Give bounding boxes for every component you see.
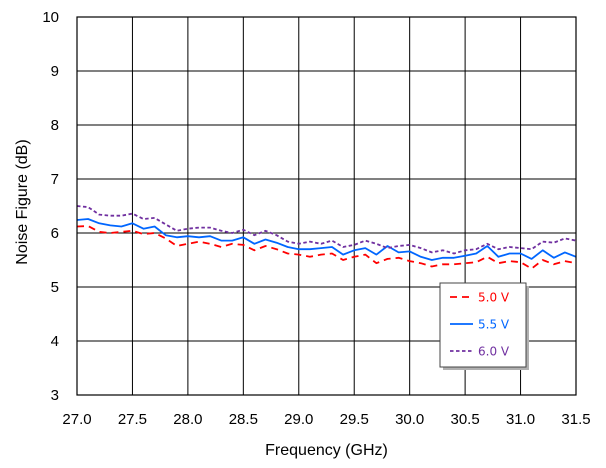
x-tick-label: 28.5	[229, 411, 258, 428]
legend-label: 5.0 V	[478, 291, 510, 305]
y-tick-label: 7	[51, 171, 59, 188]
y-axis-ticks: 3 4 5 6 7 8 9 10	[42, 9, 59, 404]
legend: 5.0 V 5.5 V 6.0 V	[439, 282, 529, 370]
data-series	[76, 205, 577, 270]
x-tick-label: 31.5	[561, 411, 590, 428]
x-axis-ticks: 27.0 27.5 28.0 28.5 29.0 29.5 30.0 30.5 31.0 31.5	[62, 411, 590, 428]
y-tick-label: 3	[51, 387, 59, 404]
y-tick-label: 5	[51, 279, 59, 296]
x-tick-label: 30.0	[395, 411, 424, 428]
series-line-1	[76, 225, 577, 270]
x-tick-label: 27.5	[118, 411, 147, 428]
y-axis-title: Noise Figure (dB)	[14, 139, 31, 264]
y-tick-label: 8	[51, 117, 59, 134]
y-tick-label: 4	[51, 333, 59, 350]
legend-label: 6.0 V	[478, 345, 510, 359]
y-tick-label: 6	[51, 225, 59, 242]
x-tick-label: 30.5	[451, 411, 480, 428]
y-tick-label: 9	[51, 63, 59, 80]
series-line-3	[76, 205, 577, 255]
plot-frame	[76, 16, 577, 396]
x-tick-label: 29.0	[284, 411, 313, 428]
y-tick-label: 10	[42, 9, 59, 26]
x-tick-label: 31.0	[506, 411, 535, 428]
series-line-2	[76, 218, 577, 261]
x-tick-label: 27.0	[62, 411, 91, 428]
x-axis-title: Frequency (GHz)	[265, 442, 388, 459]
x-tick-label: 28.0	[173, 411, 202, 428]
legend-label: 5.5 V	[478, 318, 510, 332]
legend-entries: 5.0 V 5.5 V 6.0 V	[450, 291, 510, 359]
x-tick-label: 29.5	[340, 411, 369, 428]
